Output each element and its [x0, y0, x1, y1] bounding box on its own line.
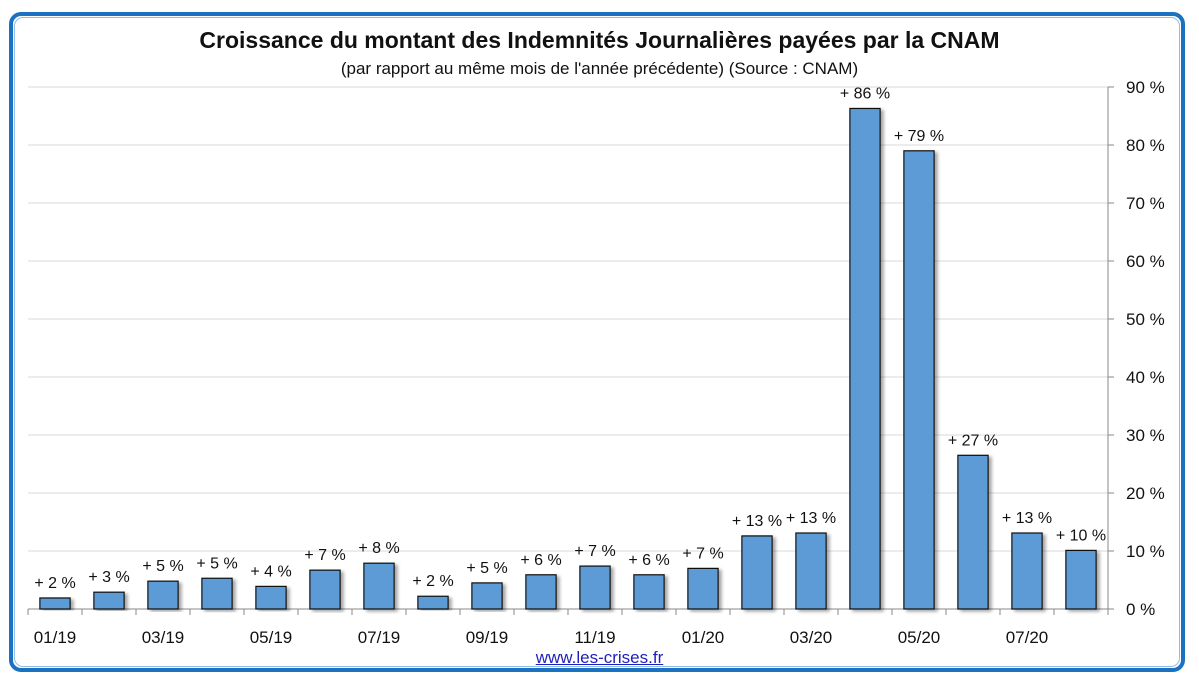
x-tick-label: 01/19	[34, 628, 77, 647]
data-label: + 2 %	[34, 575, 75, 592]
x-tick-label: 07/19	[358, 628, 401, 647]
bar-05-19	[255, 585, 287, 610]
x-tick-label: 09/19	[466, 628, 509, 647]
x-tick-label: 03/20	[790, 628, 833, 647]
gridlines	[28, 86, 1108, 552]
y-tick-label: 60 %	[1126, 252, 1165, 271]
data-label: + 13 %	[786, 510, 836, 527]
x-tick-label: 11/19	[574, 628, 615, 647]
data-label: + 5 %	[466, 560, 507, 577]
x-tick-label: 01/20	[682, 628, 725, 647]
y-tick-label: 70 %	[1126, 194, 1165, 213]
y-tick-label: 40 %	[1126, 368, 1165, 387]
bar-02-19	[93, 591, 125, 610]
data-label: + 8 %	[358, 540, 399, 557]
bar-01-19	[39, 597, 71, 610]
x-tick-label: 05/19	[250, 628, 293, 647]
y-tick-labels: 0 % 10 % 20 % 30 % 40 % 50 % 60 % 70 % 80 % 90 %	[1126, 78, 1165, 619]
bar-03-19	[147, 580, 179, 610]
x-tick-label: 07/20	[1006, 628, 1049, 647]
x-tick-label: 03/19	[142, 628, 185, 647]
data-label: + 6 %	[628, 552, 669, 569]
data-label: + 3 %	[88, 569, 129, 586]
y-tick-label: 20 %	[1126, 484, 1165, 503]
bar-06-19	[309, 569, 341, 610]
data-label: + 5 %	[142, 558, 183, 575]
bar-04-19	[201, 577, 233, 610]
bar-08-19	[417, 595, 449, 610]
y-tick-label: 80 %	[1126, 136, 1165, 155]
bar-08-20	[1065, 549, 1097, 610]
y-tick-label: 10 %	[1126, 542, 1165, 561]
y-tick-label: 90 %	[1126, 78, 1165, 97]
bar-03-20	[795, 532, 827, 610]
data-labels: + 2 % + 3 % + 5 % + 5 % + 4 % + 7 % + 8 % + 2 %…	[34, 85, 1106, 592]
bar-09-19	[471, 582, 503, 610]
bar-02-20	[741, 535, 773, 610]
data-label: + 13 %	[1002, 510, 1052, 527]
data-label: + 4 %	[250, 563, 291, 580]
x-tick-labels: 01/19 03/19 05/19 07/19 09/19 11/19 01/20 03/20…	[34, 628, 1049, 647]
chart-title: Croissance du montant des Indemnités Jou…	[199, 27, 1000, 53]
bars	[39, 107, 1097, 610]
bar-11-19	[579, 565, 611, 610]
y-tick-label: 30 %	[1126, 426, 1165, 445]
data-label: + 7 %	[574, 543, 615, 560]
bar-05-20	[903, 150, 935, 610]
chart-frame	[9, 12, 1185, 672]
x-tick-label: 05/20	[898, 628, 941, 647]
bar-01-20	[687, 567, 719, 610]
data-label: + 79 %	[894, 128, 944, 145]
bar-04-20	[849, 107, 881, 610]
data-label: + 86 %	[840, 85, 890, 102]
chart-frame-inner	[14, 17, 1180, 667]
bar-06-20	[957, 454, 989, 610]
data-label: + 13 %	[732, 513, 782, 530]
data-label: + 6 %	[520, 552, 561, 569]
axes	[27, 86, 1114, 615]
data-label: + 2 %	[412, 573, 453, 590]
data-label: + 5 %	[196, 555, 237, 572]
data-label: + 10 %	[1056, 527, 1106, 544]
chart-subtitle: (par rapport au même mois de l'année pré…	[340, 59, 859, 78]
bar-07-19	[363, 562, 395, 610]
bar-12-19	[633, 574, 665, 610]
bar-07-20	[1011, 532, 1043, 610]
data-label: + 7 %	[304, 547, 345, 564]
y-tick-label: 0 %	[1126, 600, 1155, 619]
y-tick-label: 50 %	[1126, 310, 1165, 329]
bar-10-19	[525, 574, 557, 610]
source-link[interactable]: www.les-crises.fr	[535, 648, 664, 667]
data-label: + 7 %	[682, 545, 723, 562]
data-label: + 27 %	[948, 432, 998, 449]
